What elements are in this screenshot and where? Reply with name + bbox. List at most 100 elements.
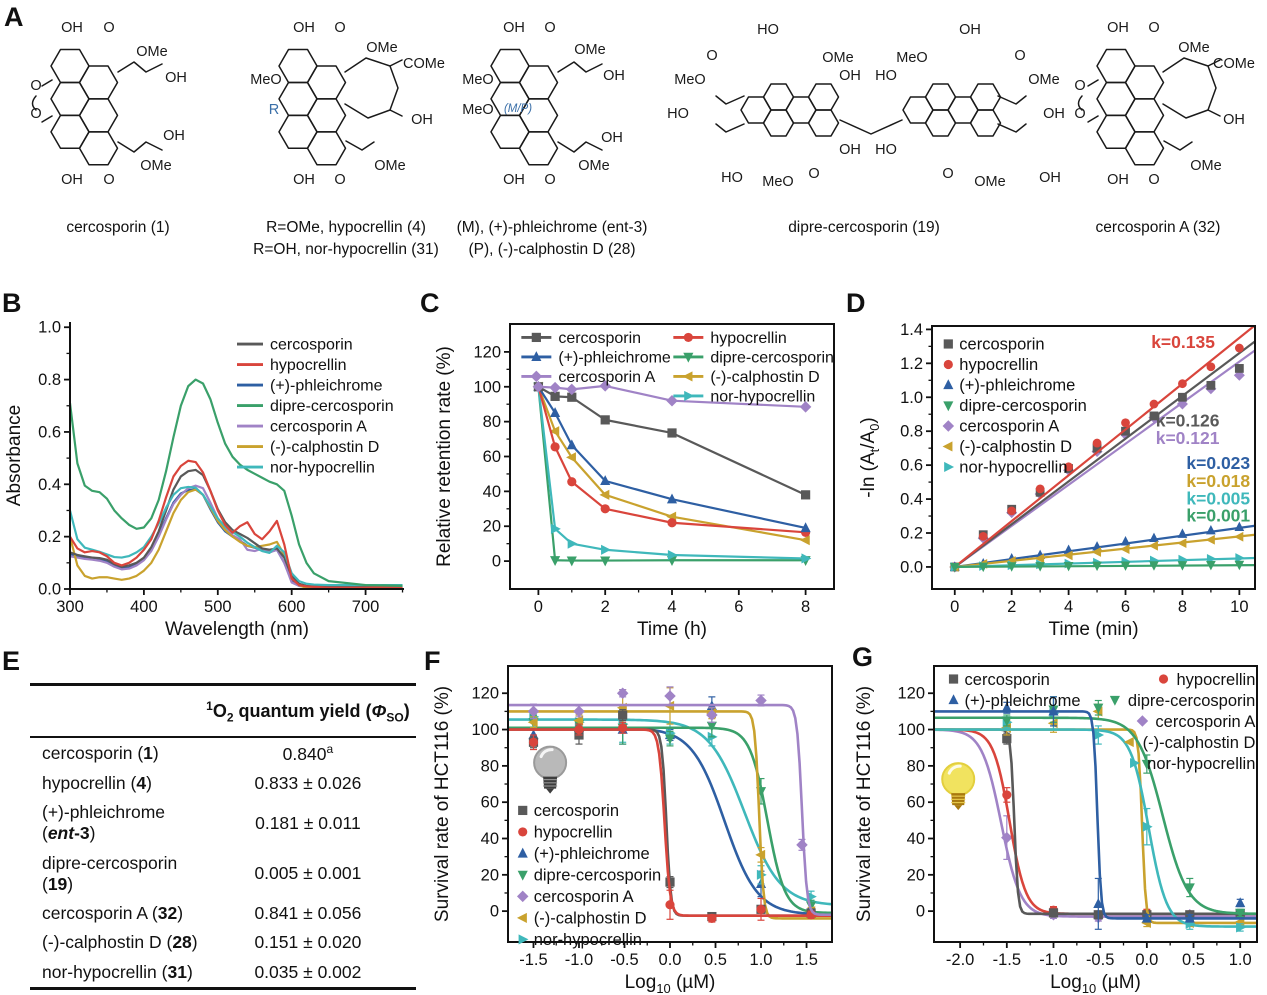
structure-caption-line: R=OH, nor-hypocrellin (31)	[253, 241, 439, 259]
structure-skeleton-svg: OH O OMe COMe MeO R OH OMe OH O	[250, 20, 445, 188]
y-tick-label: 0.0	[38, 581, 61, 599]
series-line-norhypocrellin	[537, 386, 806, 560]
plot-area-D	[949, 325, 1256, 573]
structure-caption: cercosporin A (32)	[1058, 217, 1258, 239]
atom-label: OMe	[974, 174, 1005, 190]
structure-drawing: OH O OMe COMe MeO R OH OMe OH O	[240, 10, 452, 215]
fit-line-cercosporinA	[954, 349, 1256, 568]
x-tick-label: -0.5	[610, 951, 638, 969]
compound-name-cell: (+)-phleichrome (ent-3)	[42, 802, 166, 844]
atom-label: OMe	[1178, 40, 1209, 56]
x-tick-label: 0.5	[1182, 951, 1205, 969]
y-tick-label: 120	[897, 685, 925, 703]
x-tick-label: 1.0	[750, 951, 773, 969]
y-tick-label: 80	[481, 757, 499, 775]
atom-label: O	[1148, 172, 1159, 188]
panel-label-d: D	[846, 288, 866, 318]
panel-label-b: B	[2, 288, 22, 318]
y-tick-label: 0	[492, 553, 501, 571]
y-tick-label: 0	[916, 903, 925, 921]
y-tick-label: 20	[483, 518, 501, 536]
y-tick-label: 40	[907, 830, 925, 848]
legend-item-hypocrellin: hypocrellin	[1158, 671, 1255, 689]
atom-label: HO	[667, 106, 689, 122]
curve-norhypocrellin	[934, 728, 1257, 928]
x-axis-label: Wavelength (nm)	[165, 619, 309, 640]
legend-item-calphostin: (-)-calphostin D	[1123, 734, 1255, 752]
y-tick-label: 0.2	[38, 528, 61, 546]
atom-label: OH	[1107, 20, 1129, 36]
x-axis-label: Time (h)	[637, 619, 707, 640]
legend-item-hypocrellin: hypocrellin	[518, 824, 613, 842]
svg-text:cercosporin A: cercosporin A	[534, 888, 634, 906]
rate-constant-annotation: k=0.135	[1151, 332, 1215, 352]
panel-label-c: C	[420, 288, 440, 318]
legend-item-phleichrome: (+)-phleichrome	[517, 845, 650, 863]
quantum-yield-value-cell: 0.035 ± 0.002	[254, 961, 362, 982]
legend-item-dipre: dipre-cercosporin	[1109, 692, 1255, 710]
y-tick-label: 20	[907, 866, 925, 884]
svg-text:nor-hypocrellin: nor-hypocrellin	[534, 931, 642, 949]
atom-label: HO	[757, 22, 779, 38]
svg-text:cercosporin A: cercosporin A	[558, 369, 655, 386]
series-line-dipre	[537, 386, 806, 562]
legend-item-hypocrellin: hypocrellin	[673, 330, 787, 347]
fit-line-calphostin	[954, 533, 1256, 569]
curve-dipre	[934, 716, 1258, 916]
panel-c-retention-chart: 0 2 4 6 8 0 20 40 60 80 100 120 Time (h) Relative ret…	[418, 286, 842, 640]
x-tick-label: 2	[1007, 598, 1016, 616]
atom-label: HO	[875, 68, 897, 84]
svg-text:cercosporin: cercosporin	[558, 330, 641, 347]
atom-label: O	[544, 172, 555, 188]
x-tick-label: 8	[801, 598, 810, 616]
atom-label: OH	[959, 22, 981, 38]
x-tick-label: 8	[1178, 598, 1187, 616]
y-tick-label: 1.4	[900, 321, 923, 339]
structure-drawing: OH O OMe OH O O OH OMe OH O	[12, 10, 224, 215]
y-tick-label: 0.8	[38, 371, 61, 389]
svg-text:(+)-phleichrome: (+)-phleichrome	[558, 350, 671, 367]
legend-item-norhypocrellin: nor-hypocrellin	[237, 460, 375, 477]
atom-label: OH	[1107, 172, 1129, 188]
svg-text:(-)-calphostin D: (-)-calphostin D	[534, 910, 647, 928]
atom-label: OH	[1043, 106, 1065, 122]
y-tick-label: 80	[483, 413, 501, 431]
y-tick-label: 60	[907, 794, 925, 812]
structure-drawing: OH O OMe COMe O O OH OMe OH O	[1058, 10, 1258, 215]
x-tick-label: 700	[352, 598, 380, 616]
atom-label: O	[706, 48, 717, 64]
y-tick-label: 120	[473, 343, 501, 361]
panel-b-absorbance-chart: 300 400 500 600 700 0.0 0.2 0.4 0.6 0.8 1.0 Wavelen…	[0, 286, 420, 640]
x-tick-label: 6	[1121, 598, 1130, 616]
legend-item-norhypocrellin: nor-hypocrellin	[518, 931, 642, 949]
structure-dipre-cercosporin: HO O OMe MeO HO OH HO OH HO HO MeO O MeO OH O OMe OH O OMe…	[660, 10, 1068, 239]
table-row: cercosporin (1) 0.840a	[30, 737, 416, 769]
x-axis-label: Log10 (µM)	[625, 972, 716, 995]
y-tick-label: 1.0	[38, 319, 61, 337]
x-tick-label: 0.0	[1135, 951, 1158, 969]
legend-item-cercosporinA: cercosporin A	[516, 888, 634, 906]
chart-D-canvas: 0 2 4 6 8 10 0.0 0.2 0.4 0.6 0.8 1.0 1.2 1.4 Time (min…	[858, 321, 1256, 640]
rate-constant-annotation: k=0.005	[1186, 488, 1250, 508]
svg-text:nor-hypocrellin: nor-hypocrellin	[270, 460, 375, 477]
panel-label-a: A	[4, 2, 24, 32]
structure-caption-line: (M), (+)-phleichrome (ent-3)	[456, 219, 648, 236]
legend-item-cercosporin: cercosporin	[943, 336, 1045, 354]
rate-constant-annotation: k=0.023	[1186, 453, 1250, 473]
svg-text:(+)-phleichrome: (+)-phleichrome	[959, 377, 1075, 395]
y-axis-label: Relative retention rate (%)	[434, 346, 455, 567]
y-tick-label: 20	[481, 866, 499, 884]
atom-label: OH	[601, 130, 623, 146]
atom-label: OH	[293, 172, 315, 188]
quantum-yield-table: 1O2 quantum yield (ΦSO) cercosporin (1) 0…	[30, 683, 416, 991]
x-tick-label: 4	[1064, 598, 1073, 616]
y-tick-label: 0.0	[900, 558, 923, 576]
series-line-norhypocrellin	[69, 485, 403, 587]
structure-drawing: HO O OMe MeO HO OH HO OH HO HO MeO O MeO OH O OMe OH O OMe…	[660, 10, 1068, 215]
atom-label: COMe	[1213, 56, 1255, 72]
atom-label: O	[30, 78, 41, 94]
legend-item-cercosporinA: cercosporin A	[1136, 713, 1255, 731]
atom-label: OH	[1039, 170, 1061, 186]
